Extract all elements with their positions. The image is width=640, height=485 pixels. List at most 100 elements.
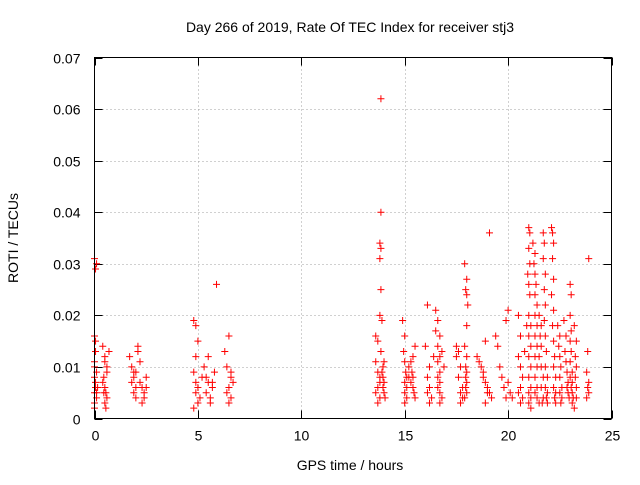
data-point bbox=[541, 384, 549, 392]
data-point bbox=[567, 291, 575, 299]
data-point bbox=[462, 373, 470, 381]
data-point bbox=[550, 337, 558, 345]
data-point bbox=[464, 301, 472, 309]
data-point bbox=[566, 311, 574, 319]
data-point bbox=[436, 378, 444, 386]
data-point bbox=[551, 394, 559, 402]
data-point bbox=[374, 337, 382, 345]
data-point bbox=[461, 342, 469, 350]
data-point bbox=[409, 384, 417, 392]
data-point bbox=[539, 255, 547, 263]
data-point bbox=[567, 327, 575, 335]
data-point bbox=[426, 363, 434, 371]
data-point bbox=[134, 347, 142, 355]
data-point bbox=[409, 373, 417, 381]
data-point bbox=[527, 394, 535, 402]
data-point bbox=[561, 347, 569, 355]
data-point bbox=[479, 373, 487, 381]
data-point bbox=[558, 394, 566, 402]
data-point bbox=[130, 389, 138, 397]
data-point bbox=[454, 373, 462, 381]
data-point bbox=[570, 404, 578, 412]
data-point bbox=[571, 373, 579, 381]
data-point bbox=[423, 301, 431, 309]
data-point bbox=[572, 394, 580, 402]
y-tick-label: 0.04 bbox=[53, 205, 80, 221]
data-point bbox=[550, 363, 558, 371]
data-point bbox=[376, 255, 384, 263]
data-point bbox=[533, 301, 541, 309]
data-point bbox=[572, 363, 580, 371]
data-point bbox=[473, 353, 481, 361]
data-point bbox=[585, 255, 593, 263]
data-point bbox=[103, 394, 111, 402]
data-point bbox=[200, 363, 208, 371]
data-point bbox=[403, 394, 411, 402]
data-point bbox=[531, 270, 539, 278]
data-point bbox=[379, 363, 387, 371]
data-point bbox=[128, 378, 136, 386]
data-point bbox=[585, 378, 593, 386]
data-point bbox=[401, 378, 409, 386]
data-point bbox=[194, 337, 202, 345]
data-point bbox=[377, 286, 385, 294]
data-point bbox=[210, 368, 218, 376]
data-point bbox=[514, 353, 522, 361]
data-point bbox=[206, 399, 214, 407]
data-point bbox=[213, 280, 221, 288]
data-point bbox=[525, 224, 533, 232]
data-point bbox=[136, 358, 144, 366]
data-point bbox=[519, 373, 527, 381]
data-point bbox=[103, 368, 111, 376]
data-point bbox=[100, 373, 108, 381]
data-point bbox=[502, 317, 510, 325]
data-point bbox=[463, 275, 471, 283]
data-point bbox=[525, 373, 533, 381]
data-point bbox=[136, 378, 144, 386]
data-point bbox=[452, 353, 460, 361]
data-point bbox=[408, 368, 416, 376]
data-point bbox=[202, 389, 210, 397]
data-point bbox=[568, 389, 576, 397]
data-point bbox=[401, 332, 409, 340]
data-point bbox=[463, 378, 471, 386]
data-point bbox=[409, 353, 417, 361]
data-point bbox=[463, 353, 471, 361]
data-point bbox=[525, 280, 533, 288]
data-point bbox=[208, 378, 216, 386]
data-point bbox=[105, 347, 113, 355]
data-point bbox=[567, 347, 575, 355]
data-point bbox=[192, 378, 200, 386]
data-point bbox=[492, 332, 500, 340]
data-point bbox=[379, 373, 387, 381]
data-point bbox=[549, 229, 557, 237]
data-point bbox=[550, 239, 558, 247]
data-point bbox=[527, 363, 535, 371]
data-point bbox=[496, 363, 504, 371]
data-point bbox=[380, 389, 388, 397]
data-point bbox=[438, 394, 446, 402]
data-point bbox=[585, 389, 593, 397]
y-tick-label: 0.03 bbox=[53, 257, 80, 273]
data-point bbox=[101, 384, 109, 392]
data-point bbox=[531, 291, 539, 299]
data-point bbox=[140, 394, 148, 402]
y-tick-label: 0.01 bbox=[53, 360, 80, 376]
chart-title: Day 266 of 2019, Rate Of TEC Index for r… bbox=[186, 19, 514, 35]
data-point bbox=[548, 291, 556, 299]
data-point bbox=[541, 270, 549, 278]
data-point bbox=[566, 358, 574, 366]
data-point bbox=[524, 270, 532, 278]
data-point bbox=[223, 363, 231, 371]
y-tick-label: 0 bbox=[73, 412, 81, 428]
data-point bbox=[526, 229, 534, 237]
data-point bbox=[556, 353, 564, 361]
data-point bbox=[190, 404, 198, 412]
data-point bbox=[462, 286, 470, 294]
data-point bbox=[399, 317, 407, 325]
data-point bbox=[535, 353, 543, 361]
data-point bbox=[372, 358, 380, 366]
data-point bbox=[461, 260, 469, 268]
data-point bbox=[436, 332, 444, 340]
data-point bbox=[506, 389, 514, 397]
